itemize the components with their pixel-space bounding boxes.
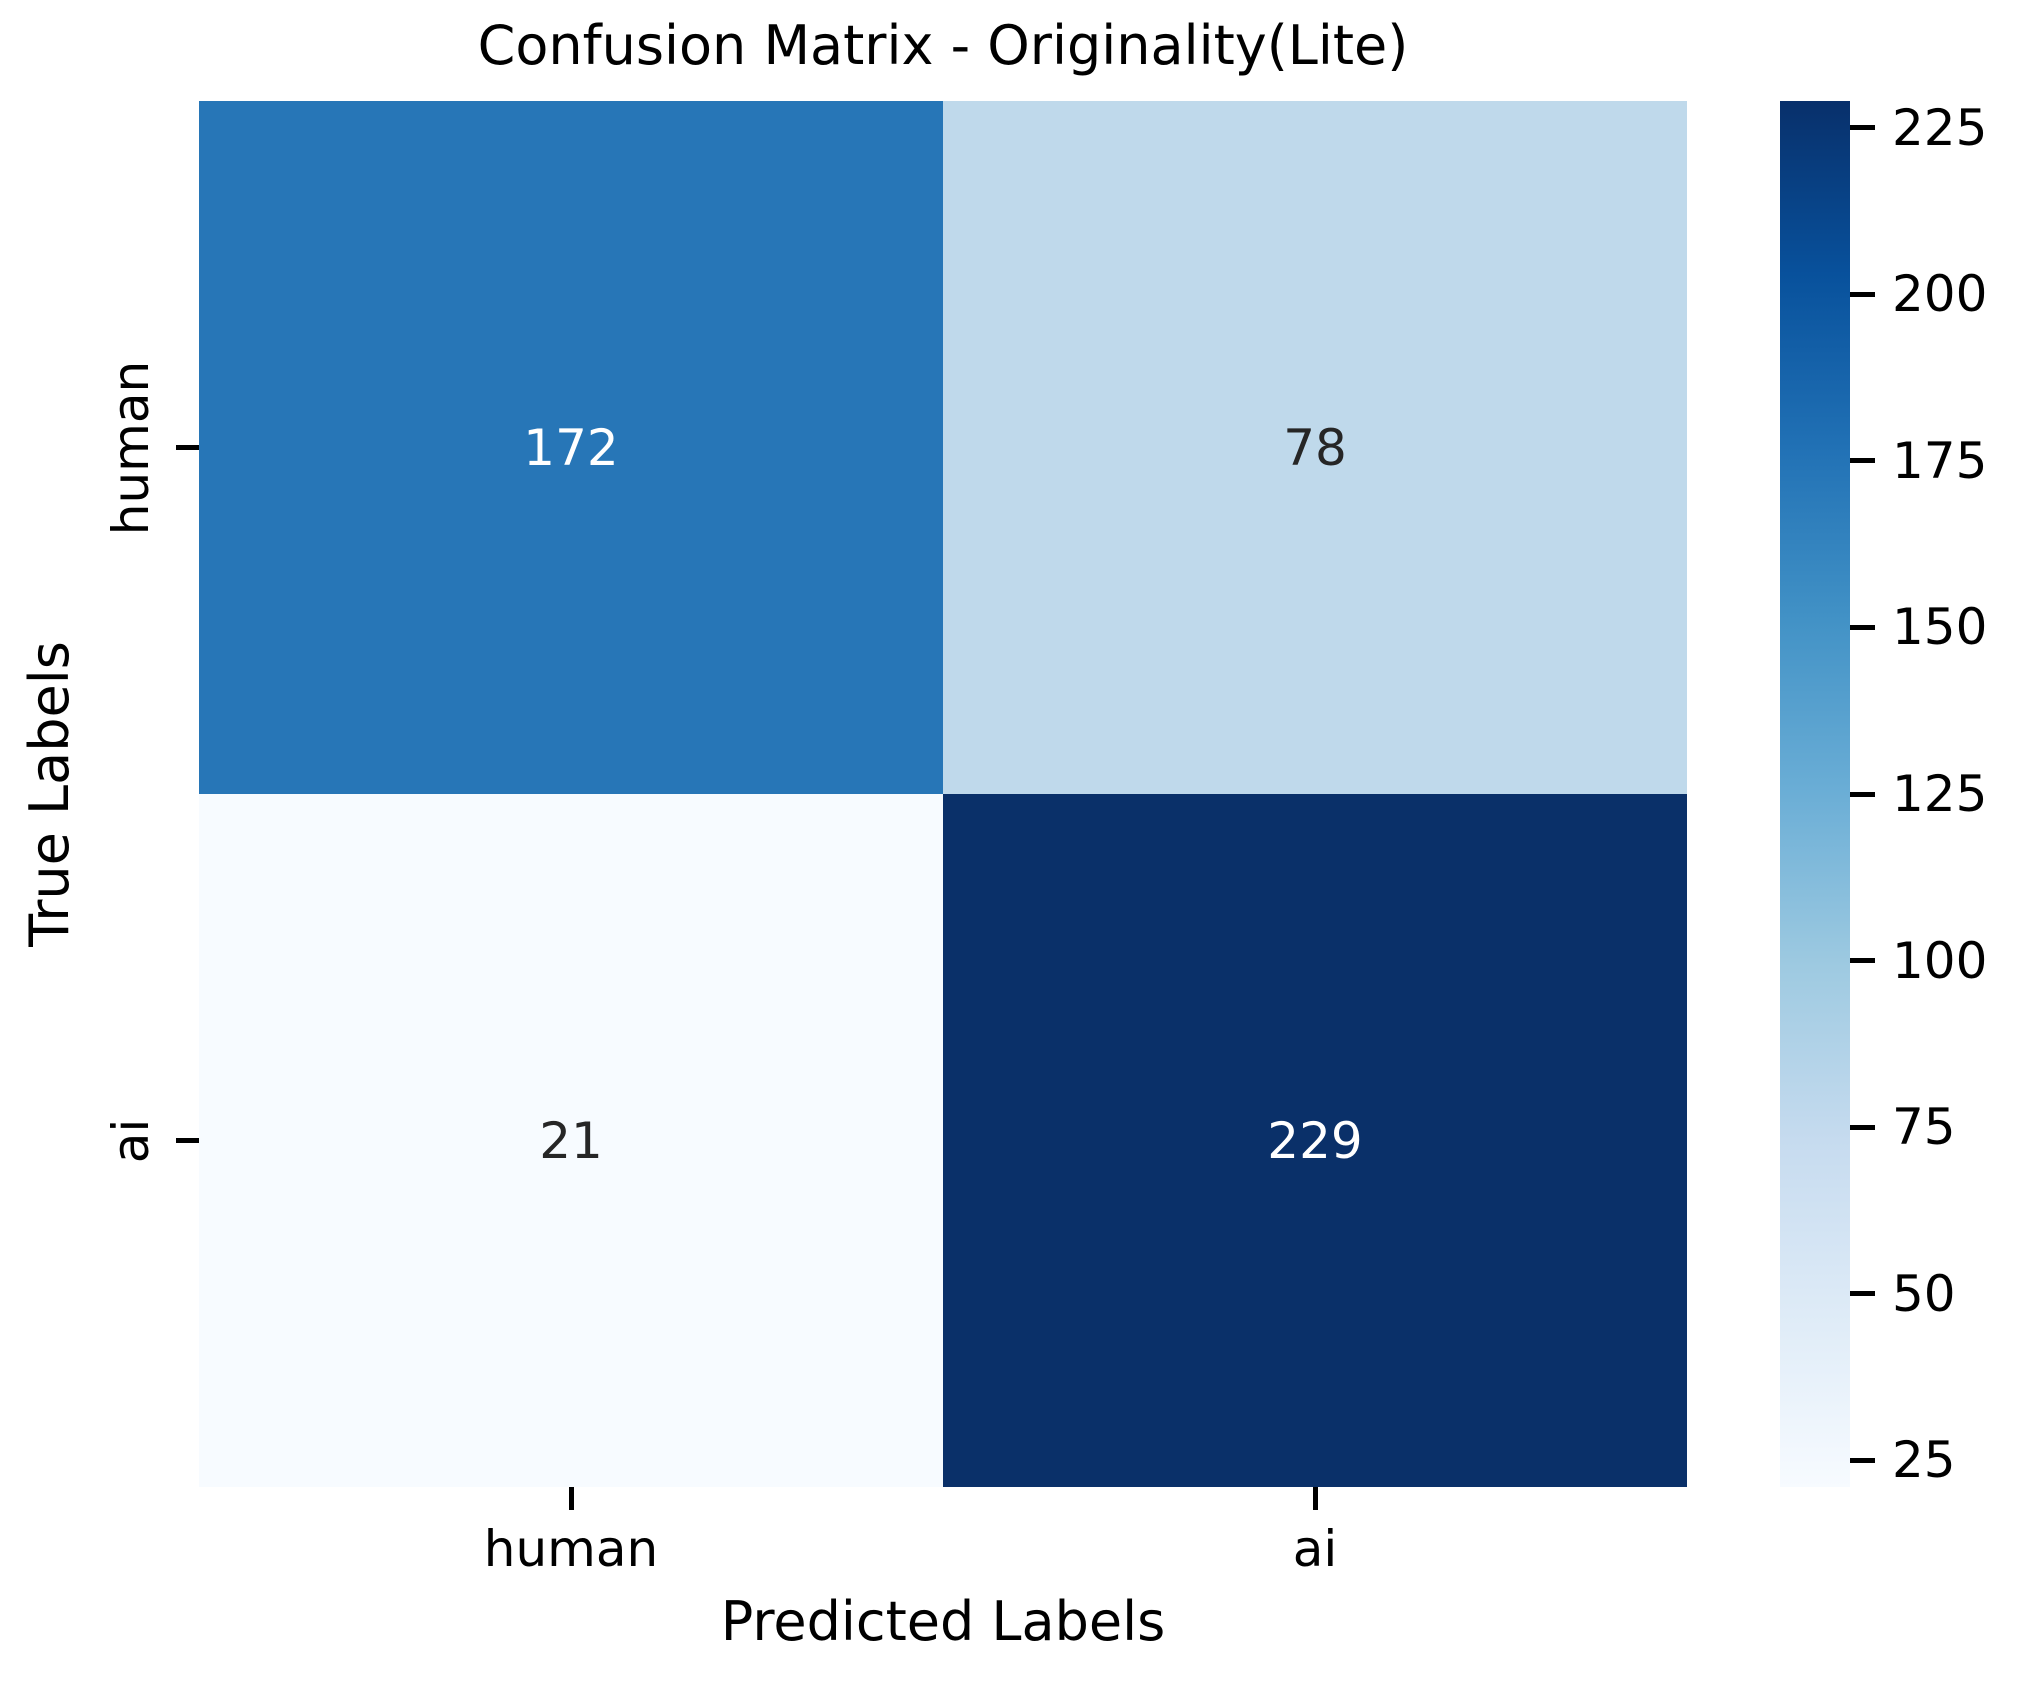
colorbar-tick-label: 25 — [1892, 1431, 1956, 1490]
colorbar-tick-label: 200 — [1892, 265, 1988, 324]
heatmap-cell: 78 — [943, 101, 1687, 794]
tick-mark — [1850, 958, 1875, 964]
tick-mark — [1850, 1291, 1875, 1297]
tick-mark — [1850, 125, 1875, 131]
tick-mark — [1850, 1457, 1875, 1463]
chart-title: Confusion Matrix - Originality(Lite) — [477, 14, 1409, 77]
tick-mark — [176, 445, 199, 450]
colorbar-tick-label: 175 — [1892, 431, 1988, 490]
tick-mark — [1850, 291, 1875, 297]
heatmap: 172 78 21 229 — [199, 101, 1687, 1487]
tick-mark — [1850, 791, 1875, 797]
colorbar-tick-label: 100 — [1892, 931, 1988, 990]
cell-value: 78 — [1283, 418, 1347, 477]
colorbar-tick-label: 225 — [1892, 98, 1988, 157]
heatmap-cell: 172 — [199, 101, 943, 794]
colorbar-tick-label: 75 — [1892, 1098, 1956, 1157]
y-tick-label: ai — [102, 1118, 160, 1163]
y-tick-label: human — [102, 360, 160, 535]
tick-mark — [176, 1138, 199, 1143]
x-tick-label: human — [483, 1520, 659, 1578]
tick-mark — [1850, 458, 1875, 464]
cell-value: 172 — [523, 418, 619, 477]
colorbar-tick-label: 150 — [1892, 598, 1988, 657]
colorbar-tick-label: 50 — [1892, 1264, 1956, 1323]
colorbar — [1780, 101, 1850, 1487]
heatmap-cell: 21 — [199, 794, 943, 1487]
heatmap-cell: 229 — [943, 794, 1687, 1487]
x-tick-label: ai — [1292, 1520, 1338, 1578]
cell-value: 21 — [539, 1111, 603, 1170]
x-axis-label: Predicted Labels — [720, 1590, 1166, 1653]
cell-value: 229 — [1267, 1111, 1363, 1170]
tick-mark — [568, 1487, 574, 1510]
tick-mark — [1850, 624, 1875, 630]
y-axis-label: True Labels — [18, 641, 81, 947]
colorbar-tick-label: 125 — [1892, 765, 1988, 823]
tick-mark — [1312, 1487, 1318, 1510]
tick-mark — [1850, 1124, 1875, 1130]
